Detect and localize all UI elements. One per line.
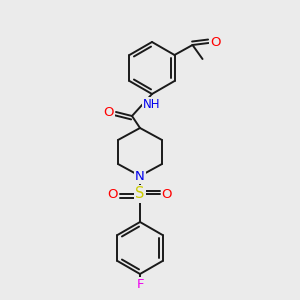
- Text: F: F: [136, 278, 144, 292]
- Text: S: S: [135, 187, 145, 202]
- Text: O: O: [210, 37, 221, 50]
- Text: NH: NH: [143, 98, 161, 110]
- Text: O: O: [162, 188, 172, 200]
- Text: O: O: [104, 106, 114, 118]
- Text: N: N: [135, 169, 145, 182]
- Text: O: O: [108, 188, 118, 200]
